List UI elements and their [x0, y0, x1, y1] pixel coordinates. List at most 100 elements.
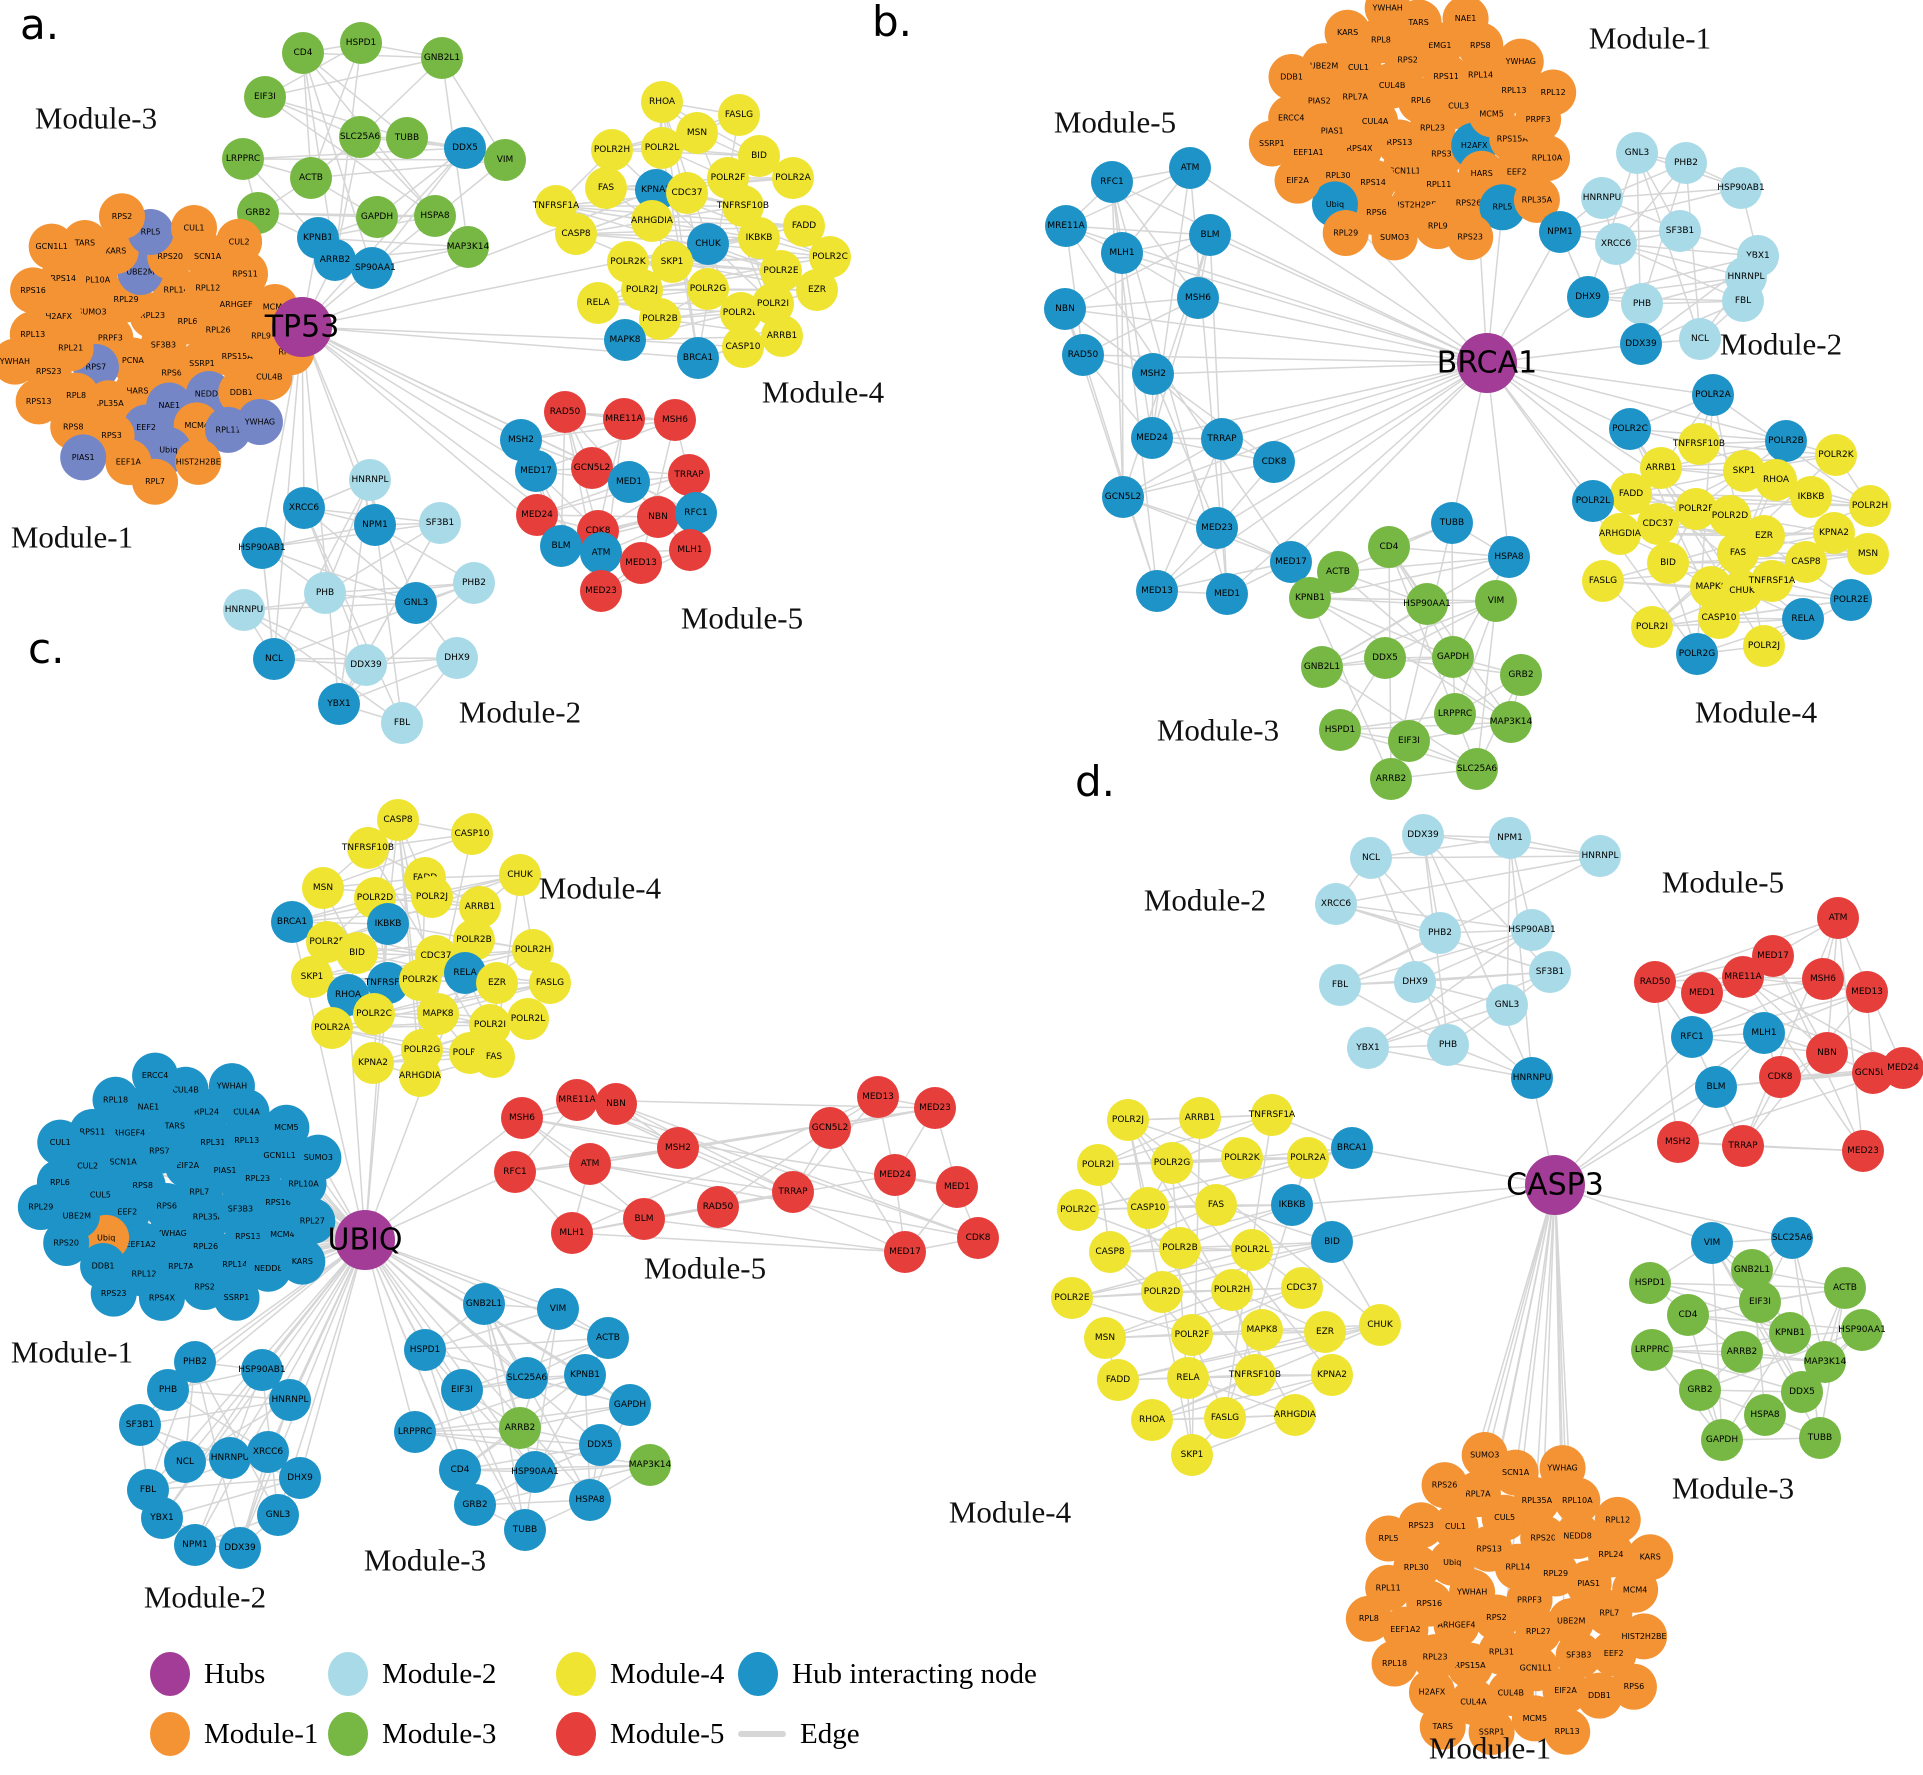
edge	[640, 419, 676, 564]
node-CUL1	[1432, 1503, 1479, 1550]
node-label-ACTB: ACTB	[1833, 1283, 1857, 1293]
node-label-YBX1: YBX1	[1355, 1043, 1380, 1053]
node-label-HSPD1: HSPD1	[346, 38, 377, 48]
node-MSH2	[1132, 353, 1174, 395]
node-FASLG	[1204, 1397, 1246, 1439]
node-label-RPL21: RPL21	[58, 344, 83, 353]
node-HNRNPL	[1579, 835, 1621, 877]
node-label-CDK8: CDK8	[586, 526, 611, 536]
edge	[1216, 362, 1488, 529]
node-HSP90AA1	[1406, 583, 1448, 625]
node-label-SSRP1: SSRP1	[189, 359, 215, 368]
node-GNB2L1	[463, 1283, 505, 1325]
node-label-RPL14: RPL14	[164, 286, 189, 295]
legend-item-module-1: Module-1	[150, 1712, 328, 1756]
edge	[1111, 181, 1199, 299]
node-HNRNPL	[349, 459, 391, 501]
node-GCN5L2	[1102, 476, 1144, 518]
edge	[364, 1239, 591, 1501]
node-ACTB	[1317, 551, 1359, 593]
node-HSP90AA1	[351, 247, 393, 289]
node-PHB	[1427, 1024, 1469, 1066]
node-label-TRRAP: TRRAP	[673, 470, 704, 480]
legend-color-dot	[328, 1712, 368, 1756]
node-SF3B3	[1555, 1632, 1602, 1679]
node-label-GCN5L2: GCN5L2	[1855, 1068, 1891, 1078]
node-label-MED17: MED17	[1275, 557, 1307, 567]
node-EIF2A	[1274, 157, 1321, 204]
node-RELA	[1782, 598, 1824, 640]
node-label-HNRNPL: HNRNPL	[352, 475, 389, 485]
node-TRRAP	[668, 454, 710, 496]
node-label-HNRNPL: HNRNPL	[1582, 851, 1619, 861]
node-label-NAE1: NAE1	[158, 401, 180, 410]
node-ARRB2	[314, 239, 356, 281]
edge	[301, 326, 537, 472]
node-EIF3I	[1739, 1281, 1781, 1323]
node-SLC25A6	[1771, 1217, 1813, 1259]
node-GRB2	[1500, 654, 1542, 696]
edge	[1171, 1162, 1193, 1456]
node-label-POLR2F: POLR2F	[1679, 504, 1714, 514]
node-label-RAD50: RAD50	[1640, 977, 1671, 987]
node-label-YBX1: YBX1	[1745, 251, 1770, 261]
node-label-PIAS1: PIAS1	[1577, 1579, 1600, 1588]
node-label-HSPD1: HSPD1	[1325, 725, 1356, 735]
node-label-PHB: PHB	[1633, 299, 1651, 309]
node-label-NPM1: NPM1	[362, 520, 388, 530]
node-label-NEDD8: NEDD8	[195, 389, 223, 398]
edge	[161, 1477, 301, 1519]
node-label-RPS2: RPS2	[1486, 1613, 1507, 1622]
node-label-MAP3K14: MAP3K14	[447, 242, 490, 252]
node-label-MCM5: MCM5	[263, 303, 287, 312]
node-label-POLR2I: POLR2I	[1082, 1160, 1114, 1170]
node-POLR2C	[809, 236, 851, 278]
node-label-CUL5: CUL5	[90, 1190, 111, 1199]
node-label-RPS23: RPS23	[101, 1289, 127, 1298]
edge	[1339, 855, 1601, 986]
node-label-TRRAP: TRRAP	[777, 1187, 808, 1197]
edge	[524, 1308, 559, 1531]
legend-item-module-4: Module-4	[556, 1652, 738, 1696]
edge	[611, 149, 760, 157]
node-label-RPS8: RPS8	[1470, 41, 1491, 50]
node-label-H2AFX: H2AFX	[1419, 1688, 1446, 1697]
node-MRE11A	[1045, 205, 1087, 247]
node-label-FADD: FADD	[1619, 489, 1643, 499]
node-label-SF3B3: SF3B3	[151, 341, 176, 350]
node-label-RHOA: RHOA	[649, 97, 676, 107]
node-MRE11A	[556, 1079, 598, 1121]
hub-label: TP53	[264, 310, 340, 345]
node-label-POLR2E: POLR2E	[1054, 1293, 1090, 1303]
edge	[1414, 929, 1533, 983]
edge	[1209, 234, 1488, 364]
node-RPS15A	[1447, 1642, 1494, 1689]
node-IKBKB	[1790, 476, 1832, 518]
edge	[1097, 1114, 1273, 1166]
node-SKP1	[1171, 1434, 1213, 1476]
node-label-RPL7: RPL7	[1599, 1609, 1619, 1618]
node-EIF3I	[441, 1369, 483, 1411]
node-LRPPRC	[222, 138, 264, 180]
node-RFC1	[494, 1151, 536, 1193]
node-label-EZR: EZR	[1755, 531, 1773, 541]
node-MED23	[914, 1087, 956, 1129]
node-label-Ubiq: Ubiq	[1326, 200, 1344, 209]
node-MED17	[1270, 541, 1312, 583]
node-TRRAP	[1722, 1125, 1764, 1167]
node-ACTB	[1824, 1267, 1866, 1309]
node-SKP1	[291, 956, 333, 998]
node-label-RPS15A: RPS15A	[1497, 134, 1529, 143]
node-RPL29	[1322, 209, 1369, 256]
node-ARRB1	[761, 315, 803, 357]
node-label-RPL18: RPL18	[103, 1095, 128, 1104]
node-label-MSH6: MSH6	[1185, 293, 1211, 303]
node-POLR2E	[1830, 579, 1872, 621]
edge	[1111, 181, 1153, 439]
node-label-BID: BID	[751, 151, 767, 161]
node-label-RPL13: RPL13	[1501, 86, 1526, 95]
node-label-MRE11A: MRE11A	[1047, 221, 1085, 231]
node-label-VIM: VIM	[1488, 596, 1505, 606]
node-POLR2C	[353, 993, 395, 1035]
